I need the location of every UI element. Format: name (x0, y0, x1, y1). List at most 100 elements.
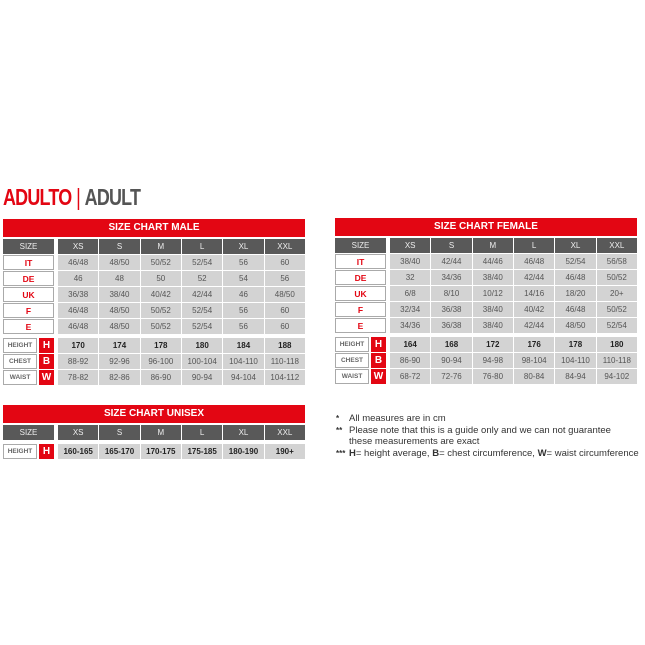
header-row: SIZE XS S M L XL XXL (335, 238, 637, 253)
country-row: IT 38/40 42/44 44/46 46/48 52/54 56/58 (335, 254, 637, 269)
size-cell: 50/52 (596, 270, 637, 285)
size-cell: 48/50 (99, 319, 140, 334)
measure-cell: 90-94 (181, 370, 223, 385)
note-marker: ** (336, 425, 343, 435)
note-key: W (537, 447, 547, 459)
measure-cell: 168 (431, 337, 472, 352)
measure-cell: 84-94 (555, 369, 596, 384)
note-2: ** Please note that this is a guide only … (336, 425, 626, 448)
size-cell: 46/48 (555, 302, 596, 317)
size-cell: 48 (99, 271, 140, 286)
measure-cell: 160-165 (58, 444, 99, 459)
measure-row: CHEST B 88-92 92-96 96-100 100-104 104-110 110-… (3, 354, 305, 369)
size-cell: 42/44 (431, 254, 472, 269)
size-cell: 36/38 (431, 318, 472, 333)
size-cell: 52/54 (555, 254, 596, 269)
measure-cell: 188 (264, 338, 305, 353)
note-key: B (432, 447, 440, 459)
measure-cell: 72-76 (431, 369, 472, 384)
measure-cell: 104-112 (264, 370, 305, 385)
size-cell: 14/16 (513, 286, 555, 301)
size-cell: 50 (140, 271, 181, 286)
measure-letter-badge: B (371, 353, 386, 368)
size-column-header: M (140, 239, 181, 254)
size-cell: 46/48 (58, 255, 99, 270)
size-cell: 10/12 (472, 286, 513, 301)
size-cell: 52/54 (181, 255, 223, 270)
measure-cell: 110-118 (596, 353, 637, 368)
note-key: H (349, 447, 356, 459)
heading-english: ADULT (84, 184, 141, 210)
size-cell: 42/44 (513, 270, 555, 285)
size-header: SIZE (3, 239, 54, 254)
size-cell: 40/42 (513, 302, 555, 317)
chart-title: SIZE CHART FEMALE (335, 218, 637, 236)
measure-cell: 164 (390, 337, 431, 352)
country-label: F (335, 302, 386, 317)
measure-cell: 104-110 (555, 353, 596, 368)
size-column-header: S (99, 239, 140, 254)
measure-label: WAIST W (3, 370, 54, 385)
size-chart-female: SIZE CHART FEMALE SIZE XS S M L XL XXL IT 38/40 42… (335, 218, 637, 384)
measure-cell: 90-94 (431, 353, 472, 368)
size-column-header: XL (555, 238, 596, 253)
measure-name: WAIST (335, 369, 369, 384)
measure-cell: 96-100 (140, 354, 181, 369)
note-marker: * (336, 414, 340, 423)
measure-row: HEIGHT H 160-165 165-170 170-175 175-185 180-1… (3, 444, 305, 459)
size-cell: 48/50 (555, 318, 596, 333)
size-cell: 60 (264, 319, 305, 334)
size-cell: 48/50 (99, 255, 140, 270)
note-text: = chest circumference, (439, 447, 538, 459)
size-cell: 50/52 (140, 255, 181, 270)
size-column-header: M (472, 238, 513, 253)
country-label: E (335, 318, 386, 333)
size-column-header: L (513, 238, 555, 253)
size-cell: 56 (223, 255, 264, 270)
measure-row: HEIGHT H 164 168 172 176 178 180 (335, 337, 637, 352)
size-column-header: XXL (264, 239, 305, 254)
measure-name: HEIGHT (335, 337, 369, 352)
size-cell: 40/42 (140, 287, 181, 302)
note-text: Please note that this is a guide only an… (349, 424, 611, 448)
country-label: DE (335, 270, 386, 285)
measure-cell: 80-84 (513, 369, 555, 384)
size-cell: 54 (223, 271, 264, 286)
size-cell: 46 (223, 287, 264, 302)
size-cell: 52/54 (596, 318, 637, 333)
size-cell: 48/50 (99, 303, 140, 318)
size-column-header: XL (223, 425, 264, 440)
size-cell: 32 (390, 270, 431, 285)
measure-cell: 172 (472, 337, 513, 352)
size-cell: 56 (264, 271, 305, 286)
size-cell: 56 (223, 303, 264, 318)
measure-label: HEIGHT H (3, 444, 54, 459)
size-cell: 50/52 (596, 302, 637, 317)
country-label: IT (3, 255, 54, 270)
country-label: IT (335, 254, 386, 269)
size-cell: 38/40 (472, 318, 513, 333)
measure-cell: 190+ (264, 444, 305, 459)
size-cell: 46/48 (555, 270, 596, 285)
measure-cell: 94-102 (596, 369, 637, 384)
country-row: IT 46/48 48/50 50/52 52/54 56 60 (3, 255, 305, 270)
page-heading: ADULTO | ADULT (3, 184, 141, 211)
country-label: UK (335, 286, 386, 301)
measure-label: CHEST B (335, 353, 386, 368)
size-cell: 56/58 (596, 254, 637, 269)
size-cell: 56 (223, 319, 264, 334)
note-3: *** H= height average, B= chest circumfe… (336, 448, 639, 460)
size-cell: 6/8 (390, 286, 431, 301)
size-cell: 50/52 (140, 303, 181, 318)
header-row: SIZE XS S M L XL XXL (3, 239, 305, 254)
country-row: F 32/34 36/38 38/40 40/42 46/48 50/52 (335, 302, 637, 317)
size-cell: 42/44 (513, 318, 555, 333)
measure-cell: 94-98 (472, 353, 513, 368)
size-column-header: XS (390, 238, 431, 253)
measure-cell: 86-90 (140, 370, 181, 385)
country-label: UK (3, 287, 54, 302)
measure-cell: 82-86 (99, 370, 140, 385)
measure-cell: 100-104 (181, 354, 223, 369)
size-cell: 38/40 (472, 270, 513, 285)
size-cell: 34/36 (431, 270, 472, 285)
